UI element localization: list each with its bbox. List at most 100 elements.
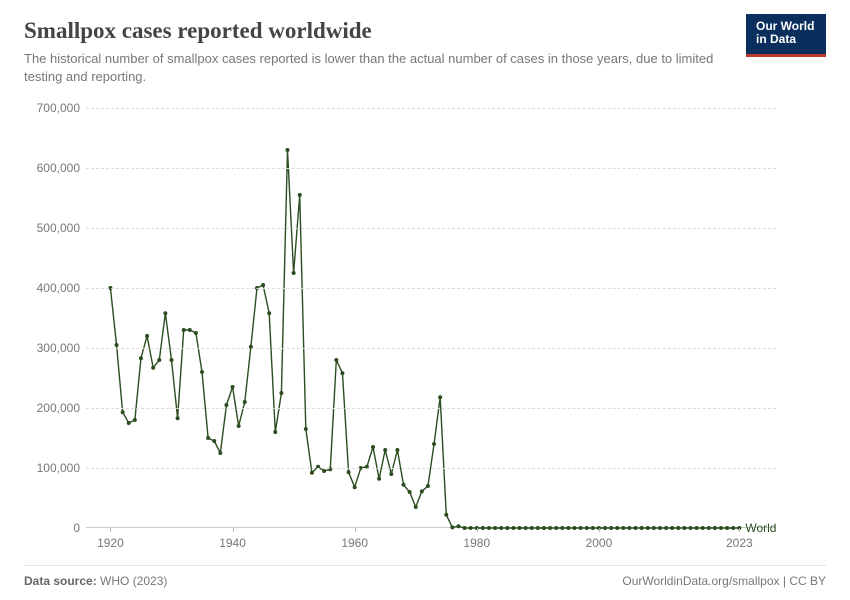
x-tick-label: 1920 — [97, 536, 124, 550]
data-marker — [554, 526, 558, 530]
data-marker — [218, 451, 222, 455]
data-marker — [548, 526, 552, 530]
data-marker — [670, 526, 674, 530]
data-marker — [536, 526, 540, 530]
data-source: Data source: WHO (2023) — [24, 574, 167, 588]
data-marker — [505, 526, 509, 530]
data-marker — [444, 513, 448, 517]
data-marker — [286, 148, 290, 152]
data-marker — [499, 526, 503, 530]
y-gridline — [86, 348, 776, 349]
series-label-world: World — [745, 521, 776, 535]
data-marker — [127, 421, 131, 425]
data-marker — [689, 526, 693, 530]
data-marker — [334, 358, 338, 362]
data-marker — [542, 526, 546, 530]
y-tick-label: 0 — [24, 521, 80, 535]
plot-area: 0100,000200,000300,000400,000500,000600,… — [86, 96, 776, 528]
data-marker — [371, 445, 375, 449]
x-tick-label: 1960 — [341, 536, 368, 550]
x-tick — [110, 528, 111, 532]
data-marker — [627, 526, 631, 530]
data-marker — [524, 526, 528, 530]
data-marker — [585, 526, 589, 530]
data-marker — [267, 311, 271, 315]
x-tick-label: 1940 — [219, 536, 246, 550]
data-marker — [169, 358, 173, 362]
x-tick-label: 2000 — [586, 536, 613, 550]
line-layer — [86, 96, 776, 528]
x-tick — [355, 528, 356, 532]
data-marker — [279, 391, 283, 395]
logo-line2: in Data — [756, 33, 816, 46]
data-marker — [579, 526, 583, 530]
data-marker — [725, 526, 729, 530]
data-marker — [658, 526, 662, 530]
data-marker — [163, 311, 167, 315]
data-marker — [145, 334, 149, 338]
data-marker — [530, 526, 534, 530]
data-marker — [676, 526, 680, 530]
data-marker — [450, 525, 454, 529]
data-marker — [194, 331, 198, 335]
data-marker — [261, 283, 265, 287]
data-marker — [493, 526, 497, 530]
data-marker — [353, 485, 357, 489]
data-marker — [322, 469, 326, 473]
data-marker — [377, 477, 381, 481]
data-marker — [121, 410, 125, 414]
data-marker — [621, 526, 625, 530]
data-marker — [402, 483, 406, 487]
x-tick — [233, 528, 234, 532]
data-marker — [347, 470, 351, 474]
chart-footer: Data source: WHO (2023) OurWorldinData.o… — [24, 565, 826, 588]
y-gridline — [86, 468, 776, 469]
data-marker — [682, 526, 686, 530]
x-tick — [477, 528, 478, 532]
data-marker — [560, 526, 564, 530]
x-tick — [599, 528, 600, 532]
data-marker — [298, 193, 302, 197]
data-marker — [463, 526, 467, 530]
data-marker — [469, 526, 473, 530]
y-gridline — [86, 168, 776, 169]
data-marker — [383, 448, 387, 452]
data-marker — [231, 385, 235, 389]
y-tick-label: 600,000 — [24, 161, 80, 175]
x-tick-label: 2023 — [726, 536, 753, 550]
data-marker — [139, 356, 143, 360]
data-marker — [573, 526, 577, 530]
data-marker — [591, 526, 595, 530]
chart-title: Smallpox cases reported worldwide — [24, 18, 826, 44]
data-marker — [609, 526, 613, 530]
y-tick-label: 400,000 — [24, 281, 80, 295]
data-marker — [133, 418, 137, 422]
data-marker — [273, 430, 277, 434]
data-marker — [340, 371, 344, 375]
y-tick-label: 200,000 — [24, 401, 80, 415]
data-marker — [176, 416, 180, 420]
y-tick-label: 100,000 — [24, 461, 80, 475]
chart-header: Smallpox cases reported worldwide The hi… — [0, 0, 850, 94]
data-marker — [456, 524, 460, 528]
data-marker — [304, 427, 308, 431]
attribution: OurWorldinData.org/smallpox | CC BY — [622, 574, 826, 588]
data-marker — [414, 505, 418, 509]
data-marker — [646, 526, 650, 530]
data-marker — [237, 424, 241, 428]
data-marker — [157, 358, 161, 362]
data-marker — [395, 448, 399, 452]
data-marker — [518, 526, 522, 530]
data-marker — [487, 526, 491, 530]
data-marker — [426, 484, 430, 488]
data-marker — [695, 526, 699, 530]
data-marker — [188, 328, 192, 332]
data-marker — [206, 436, 210, 440]
data-marker — [151, 366, 155, 370]
source-label: Data source: — [24, 574, 97, 588]
data-marker — [634, 526, 638, 530]
y-gridline — [86, 228, 776, 229]
owid-logo: Our World in Data — [746, 14, 826, 57]
data-marker — [438, 395, 442, 399]
data-marker — [713, 526, 717, 530]
